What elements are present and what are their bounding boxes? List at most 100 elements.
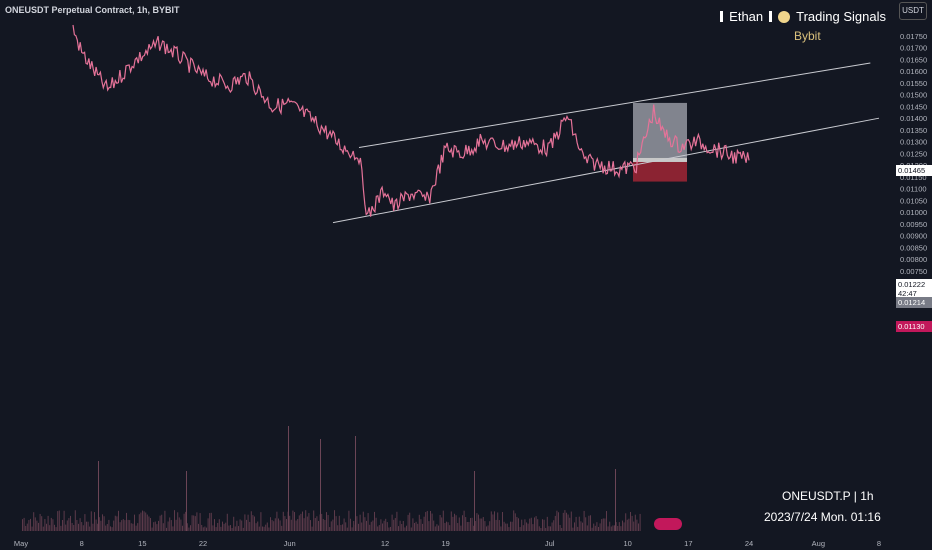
volume-bar (497, 512, 499, 531)
volume-bar (198, 523, 199, 531)
x-tick-label: 8 (80, 539, 84, 548)
volume-bar (601, 519, 603, 531)
volume-bar (284, 516, 286, 531)
volume-bar (166, 527, 167, 531)
volume-bar (252, 515, 254, 531)
volume-spike (288, 426, 289, 531)
volume-bar (233, 516, 235, 531)
y-tick-label: 0.01300 (900, 138, 927, 147)
volume-bar (479, 518, 481, 531)
volume-bar (508, 527, 510, 531)
volume-bar (460, 525, 462, 531)
volume-bar (455, 515, 457, 531)
volume-bar (502, 512, 503, 531)
volume-bar (25, 525, 27, 531)
volume-bar (526, 522, 527, 531)
y-tick-label: 0.01400 (900, 114, 927, 123)
volume-bar (556, 510, 558, 531)
stop-price-tag: 0.01130 (896, 321, 932, 332)
volume-bar (175, 519, 177, 531)
volume-bar (102, 514, 103, 531)
volume-bar (282, 511, 284, 531)
volume-bar (446, 521, 447, 531)
volume-bar (26, 523, 28, 531)
volume-bar (426, 510, 428, 531)
target-price-tag: 0.01465 (896, 165, 932, 176)
volume-bar (273, 521, 275, 531)
volume-bar (271, 520, 273, 531)
volume-bar (575, 516, 577, 531)
volume-bar (324, 520, 326, 531)
volume-bar (401, 523, 403, 531)
x-tick-label: May (14, 539, 28, 548)
volume-bar (452, 516, 454, 531)
volume-bar (60, 525, 62, 531)
volume-bar (631, 515, 633, 531)
volume-bar (380, 519, 382, 531)
volume-bar (516, 516, 518, 531)
volume-bar (134, 514, 135, 531)
volume-bar (486, 526, 487, 531)
volume-bar (44, 519, 46, 531)
volume-bar (532, 524, 534, 531)
volume-bar (572, 527, 574, 531)
volume-bar (124, 520, 126, 531)
volume-bar (239, 519, 241, 531)
volume-bar (558, 512, 559, 531)
y-tick-label: 0.00800 (900, 255, 927, 264)
exchange-label: Bybit (794, 29, 821, 43)
volume-bar (231, 527, 233, 531)
bar-icon (769, 11, 773, 22)
volume-bar (630, 511, 631, 531)
volume-bar (242, 527, 244, 531)
volume-bar (270, 517, 271, 531)
volume-bar (407, 514, 409, 531)
volume-bar (73, 524, 75, 531)
volume-bar (70, 515, 71, 531)
volume-bar (161, 514, 163, 531)
events-flag-icon[interactable] (654, 518, 682, 530)
volume-bar (223, 523, 225, 531)
volume-bar (194, 516, 196, 531)
volume-bar (326, 512, 327, 531)
volume-bar (178, 517, 180, 531)
volume-bar (500, 526, 502, 531)
volume-bar (474, 520, 476, 531)
volume-bar (36, 520, 38, 531)
volume-spike (615, 469, 616, 531)
volume-bar (434, 526, 436, 531)
volume-bar (529, 518, 531, 531)
volume-bar (559, 524, 561, 531)
y-tick-label: 0.01050 (900, 196, 927, 205)
currency-button[interactable]: USDT (899, 2, 927, 20)
volume-bar (548, 526, 550, 531)
volume-bar (31, 526, 33, 531)
volume-bar (138, 514, 140, 531)
y-tick-label: 0.00850 (900, 243, 927, 252)
volume-bar (478, 514, 479, 531)
volume-bar (518, 518, 519, 531)
brand-name: Ethan (729, 9, 764, 24)
y-tick-label: 0.01100 (900, 185, 927, 194)
volume-bar (314, 518, 316, 531)
volume-bar (402, 520, 404, 531)
volume-bar (623, 522, 625, 531)
volume-bar (290, 519, 292, 531)
volume-bar (364, 517, 366, 531)
volume-bar (140, 512, 142, 531)
volume-bar (268, 527, 270, 531)
brand-header: Ethan Trading Signals (720, 9, 886, 24)
volume-bar (329, 527, 331, 531)
volume-bar (153, 522, 155, 531)
loss-zone (633, 161, 687, 182)
volume-bar (244, 514, 246, 531)
volume-bar (551, 522, 553, 531)
volume-bar (266, 522, 268, 531)
volume-bar (154, 521, 156, 531)
volume-bar (530, 517, 532, 531)
volume-bar (393, 519, 395, 531)
volume-bar (50, 517, 52, 531)
volume-bar (295, 520, 297, 531)
volume-bar (260, 512, 262, 531)
